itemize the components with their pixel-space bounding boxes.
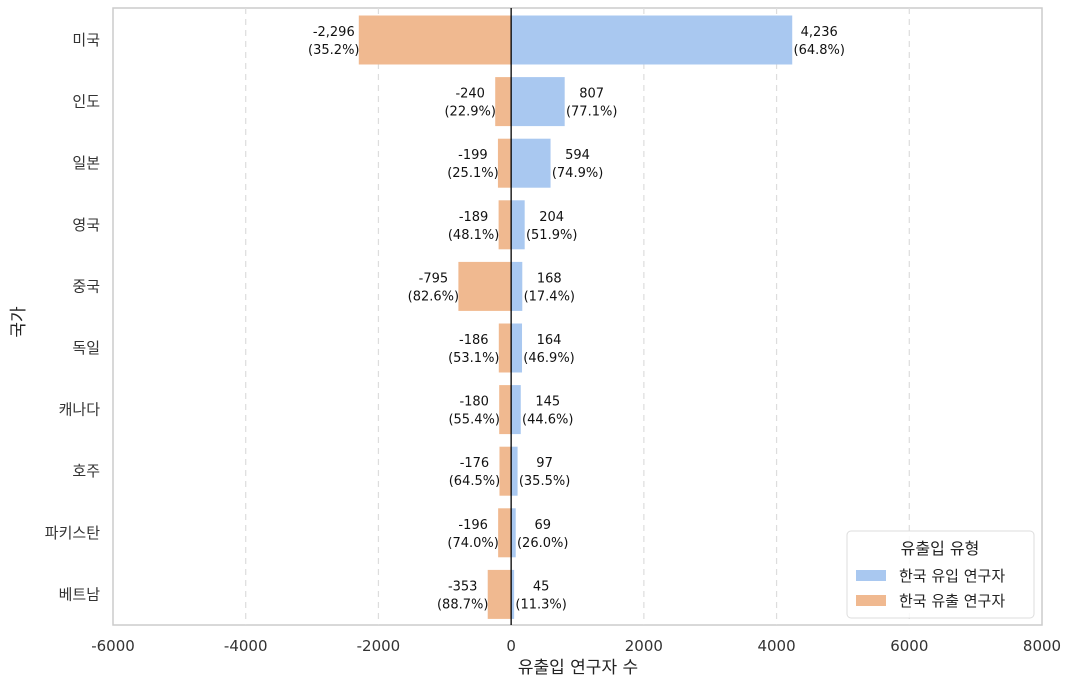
data-label-percent: (25.1%) (447, 166, 498, 181)
bar-inflow (511, 385, 521, 435)
y-tick-label: 베트남 (59, 585, 101, 603)
data-label-value: 168 (537, 271, 562, 286)
data-label-percent: (35.2%) (308, 43, 359, 58)
y-tick-label: 일본 (72, 154, 100, 172)
data-label-value: -189 (459, 210, 489, 225)
x-grid (245, 8, 910, 625)
data-label-value: 69 (534, 518, 551, 533)
y-tick-label: 영국 (72, 216, 100, 234)
x-tick-label: -6000 (91, 637, 135, 655)
data-label-value: -176 (460, 456, 490, 471)
bar-inflow (511, 323, 523, 373)
data-label-value: -196 (458, 518, 488, 533)
bar-inflow (511, 15, 793, 65)
x-tick-label: -2000 (357, 637, 401, 655)
x-tick-label: -4000 (224, 637, 268, 655)
legend-swatch-outflow (856, 595, 886, 606)
data-label-value: 97 (536, 456, 553, 471)
bar-outflow (498, 508, 512, 558)
legend: 유출입 유형 한국 유입 연구자 한국 유출 연구자 (846, 530, 1035, 619)
data-label-percent: (53.1%) (448, 351, 499, 366)
data-label-value: -240 (455, 87, 485, 102)
bar-inflow (511, 508, 516, 558)
bar-inflow (511, 77, 565, 127)
x-tick-label: 0 (506, 637, 516, 655)
bar-inflow (511, 446, 518, 496)
y-tick-label: 미국 (72, 31, 100, 49)
data-label-percent: (17.4%) (524, 289, 575, 304)
y-tick-label: 호주 (72, 462, 100, 480)
legend-label-inflow: 한국 유입 연구자 (899, 567, 1005, 585)
bar-inflow (511, 200, 525, 250)
data-label-percent: (77.1%) (566, 105, 617, 120)
bar-inflow (511, 138, 551, 188)
data-label-value: 807 (579, 87, 604, 102)
x-axis-ticks: -6000 -4000 -2000 0 2000 4000 6000 8000 (91, 637, 1061, 655)
bar-outflow (495, 77, 512, 127)
data-label-value: 45 (533, 579, 550, 594)
data-label-percent: (46.9%) (523, 351, 574, 366)
bar-inflow (511, 569, 515, 619)
bar-outflow (498, 200, 512, 250)
data-label-percent: (82.6%) (408, 289, 459, 304)
data-label-percent: (64.5%) (449, 474, 500, 489)
y-tick-label: 중국 (72, 277, 100, 295)
data-label-value: 164 (537, 333, 562, 348)
data-label-percent: (11.3%) (515, 597, 566, 612)
data-label-value: -353 (448, 579, 478, 594)
data-label-value: -180 (459, 395, 489, 410)
data-label-percent: (48.1%) (448, 228, 499, 243)
bar-outflow (499, 446, 512, 496)
bar-outflow (487, 569, 512, 619)
data-label-value: -199 (458, 148, 488, 163)
data-label-percent: (55.4%) (448, 413, 499, 428)
data-label-percent: (88.7%) (437, 597, 488, 612)
x-tick-label: 4000 (757, 637, 795, 655)
bar-inflow (511, 261, 523, 311)
data-label-value: 594 (565, 148, 590, 163)
legend-box (846, 530, 1035, 619)
data-label-value: -186 (459, 333, 489, 348)
y-tick-label: 캐나다 (59, 401, 101, 419)
data-label-percent: (74.0%) (447, 536, 498, 551)
y-tick-label: 인도 (72, 93, 100, 111)
y-tick-label: 독일 (72, 339, 100, 357)
data-label-percent: (22.9%) (444, 105, 495, 120)
y-tick-label: 파키스탄 (45, 524, 100, 542)
bars-layer (358, 15, 793, 619)
data-label-value: -2,296 (313, 25, 355, 40)
data-label-percent: (26.0%) (517, 536, 568, 551)
data-label-value: 204 (539, 210, 564, 225)
data-label-value: 4,236 (801, 25, 838, 40)
x-axis-label: 유출입 연구자 수 (518, 658, 638, 678)
data-label-value: -795 (419, 271, 449, 286)
data-labels-layer: 4,236 (64.8%) 807 (77.1%) 594 (74.9%) 204 (51.9… (308, 25, 845, 612)
data-label-percent: (51.9%) (526, 228, 577, 243)
plot-frame (112, 7, 1043, 626)
x-tick-label: 2000 (625, 637, 663, 655)
bar-outflow (458, 261, 512, 311)
data-label-value: 145 (535, 395, 560, 410)
bar-outflow (499, 385, 512, 435)
legend-swatch-inflow (856, 570, 886, 581)
x-tick-label: 8000 (1023, 637, 1061, 655)
bar-outflow (497, 138, 512, 188)
legend-label-outflow: 한국 유출 연구자 (899, 592, 1005, 610)
y-axis-label: 국가 (9, 306, 29, 338)
data-label-percent: (64.8%) (794, 43, 845, 58)
bar-outflow (498, 323, 512, 373)
x-tick-label: 6000 (890, 637, 928, 655)
bar-outflow (358, 15, 512, 65)
data-label-percent: (35.5%) (519, 474, 570, 489)
data-label-percent: (74.9%) (552, 166, 603, 181)
data-label-percent: (44.6%) (522, 413, 573, 428)
legend-title: 유출입 유형 (901, 539, 980, 558)
